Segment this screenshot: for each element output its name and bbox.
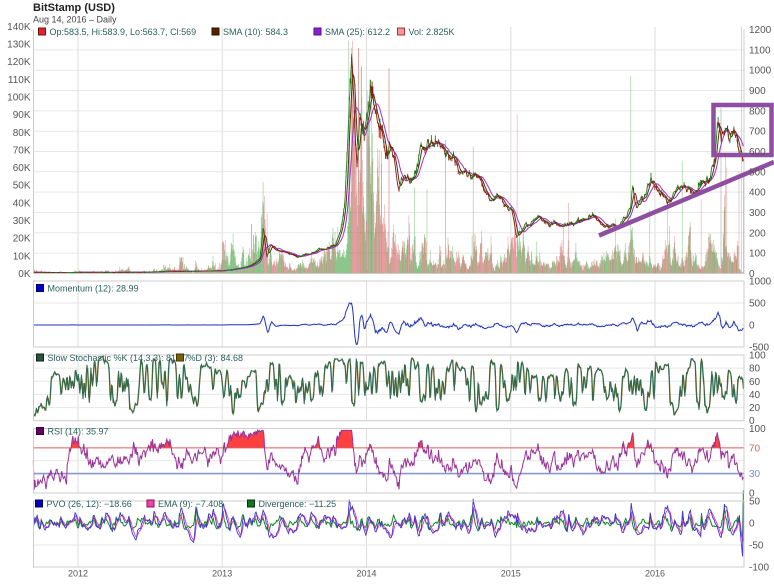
svg-text:20: 20 — [749, 403, 761, 414]
svg-text:40K: 40K — [13, 198, 31, 209]
svg-text:10K: 10K — [13, 251, 31, 262]
svg-text:RSI (14): 35.97: RSI (14): 35.97 — [48, 427, 109, 437]
svg-text:0: 0 — [749, 416, 755, 427]
svg-text:40: 40 — [749, 390, 761, 401]
svg-text:120K: 120K — [7, 57, 31, 68]
svg-text:SMA (10): 584.3: SMA (10): 584.3 — [223, 27, 288, 37]
svg-text:30K: 30K — [13, 216, 31, 227]
svg-text:BitStamp (USD): BitStamp (USD) — [33, 2, 115, 14]
svg-text:100: 100 — [749, 424, 766, 435]
svg-text:Vol: 2.825K: Vol: 2.825K — [409, 27, 455, 37]
svg-text:500: 500 — [749, 167, 766, 178]
svg-text:80K: 80K — [13, 128, 31, 139]
svg-text:100K: 100K — [7, 93, 31, 104]
svg-text:70: 70 — [749, 443, 761, 454]
svg-text:60K: 60K — [13, 163, 31, 174]
svg-text:Divergence: −11.25: Divergence: −11.25 — [259, 499, 337, 509]
svg-text:0: 0 — [749, 519, 755, 530]
svg-text:Slow Stochastic %K (14,3,3): 8: Slow Stochastic %K (14,3,3): 81.87 — [48, 353, 189, 363]
svg-text:2013: 2013 — [212, 569, 232, 579]
svg-text:-100: -100 — [749, 563, 769, 574]
svg-text:60: 60 — [749, 377, 761, 388]
svg-text:-50: -50 — [749, 541, 764, 552]
svg-text:Momentum (12): 28.99: Momentum (12): 28.99 — [48, 284, 139, 294]
svg-text:70K: 70K — [13, 145, 31, 156]
svg-text:PVO (26, 12): −18.66: PVO (26, 12): −18.66 — [47, 499, 132, 509]
svg-text:200: 200 — [749, 228, 766, 239]
svg-text:2016: 2016 — [645, 569, 665, 579]
svg-text:SMA (25): 612.2: SMA (25): 612.2 — [325, 27, 390, 37]
svg-text:Aug 14, 2016 – Daily: Aug 14, 2016 – Daily — [33, 15, 117, 25]
svg-text:-500: -500 — [749, 343, 769, 354]
svg-text:130K: 130K — [7, 40, 31, 51]
svg-text:900: 900 — [749, 86, 766, 97]
svg-text:Op:583.5, Hi:583.9, Lo:563.7,: Op:583.5, Hi:583.9, Lo:563.7, Cl:569 — [50, 27, 197, 37]
svg-text:1200: 1200 — [749, 25, 772, 36]
svg-text:0: 0 — [749, 269, 755, 280]
svg-text:300: 300 — [749, 208, 766, 219]
svg-text:800: 800 — [749, 106, 766, 117]
svg-text:50: 50 — [749, 497, 761, 508]
svg-text:2014: 2014 — [356, 569, 376, 579]
svg-text:100: 100 — [749, 351, 766, 362]
svg-text:1000: 1000 — [749, 277, 772, 288]
svg-text:20K: 20K — [13, 234, 31, 245]
svg-text:EMA (9): −7.408: EMA (9): −7.408 — [158, 499, 223, 509]
svg-text:90K: 90K — [13, 110, 31, 121]
svg-text:50K: 50K — [13, 181, 31, 192]
svg-text:0: 0 — [749, 321, 755, 332]
svg-text:110K: 110K — [8, 75, 31, 86]
svg-text:0: 0 — [749, 489, 755, 500]
svg-text:%D (3): 84.68: %D (3): 84.68 — [188, 353, 244, 363]
svg-text:400: 400 — [749, 188, 766, 199]
svg-text:80: 80 — [749, 364, 761, 375]
svg-text:140K: 140K — [7, 22, 31, 33]
svg-text:30: 30 — [749, 469, 761, 480]
svg-text:1000: 1000 — [749, 66, 772, 77]
svg-text:2015: 2015 — [501, 569, 521, 579]
svg-text:700: 700 — [749, 127, 766, 138]
svg-text:500: 500 — [749, 299, 766, 310]
svg-text:2012: 2012 — [68, 569, 88, 579]
svg-text:0K: 0K — [18, 269, 31, 280]
svg-text:100: 100 — [749, 249, 766, 260]
svg-text:600: 600 — [749, 147, 766, 158]
svg-text:1100: 1100 — [749, 45, 771, 56]
